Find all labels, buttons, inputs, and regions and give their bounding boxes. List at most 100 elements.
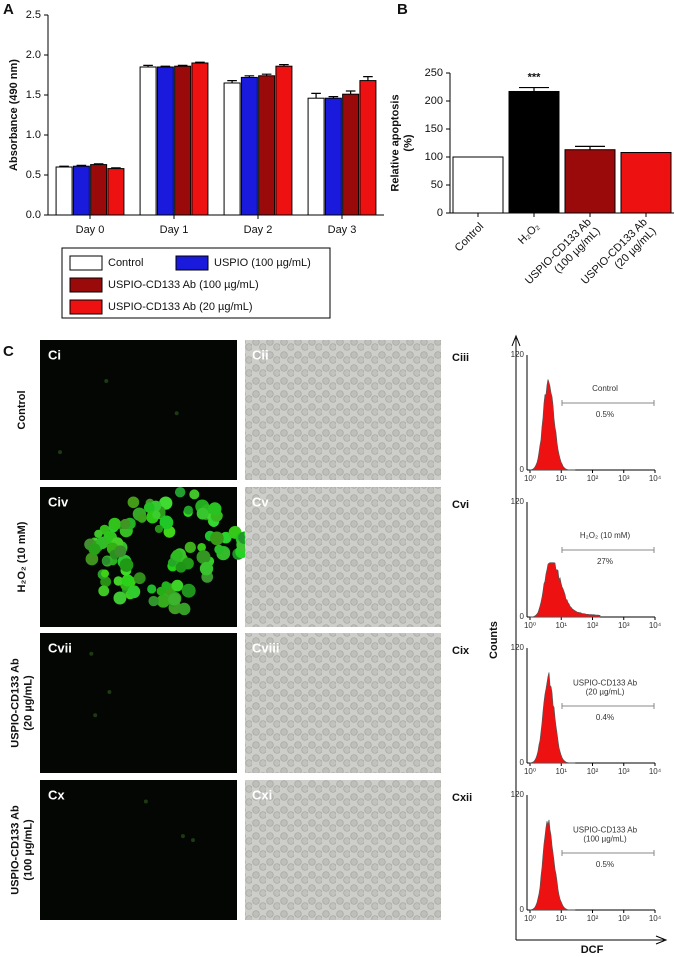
hist-x-tick-label: 10¹ (555, 621, 567, 630)
bar (508, 90, 560, 214)
cell (208, 502, 222, 516)
bar (107, 168, 125, 216)
legend-swatch (69, 277, 103, 293)
cell (108, 517, 121, 531)
cell (101, 569, 110, 578)
cell (171, 549, 183, 561)
y-tick-label: 50 (431, 179, 443, 191)
hist-y-tick-label: 120 (511, 497, 525, 506)
cell (180, 834, 185, 839)
cell (189, 489, 200, 500)
hist-x-tick-label: 10⁰ (524, 621, 536, 630)
image-label: Ci (48, 347, 61, 362)
y-tick-label: 1.0 (26, 129, 41, 141)
error-bar (59, 165, 69, 167)
row-label: H₂O₂ (10 mM) (16, 521, 28, 592)
cell (143, 502, 155, 513)
hist-x-tick-label: 10¹ (555, 914, 567, 923)
error-bar (244, 75, 255, 78)
hist-y-tick-label: 0 (520, 758, 525, 767)
hist-x-tick-label: 10⁴ (649, 767, 662, 776)
cell (119, 558, 134, 572)
error-bar (177, 64, 188, 67)
cell (184, 541, 196, 554)
image-label: Cvii (48, 640, 72, 655)
fluorescence-image (40, 633, 237, 773)
histogram-label: Cvi (452, 499, 469, 511)
cell (120, 518, 131, 530)
image-label: Cxi (252, 787, 272, 802)
y-axis-label: Relative apoptosis(%) (390, 94, 415, 191)
hist-y-tick-label: 0 (520, 905, 525, 914)
histogram-text: USPIO-CD133 Ab (20 µg/mL) (573, 679, 638, 697)
brightfield-haze (245, 780, 441, 920)
legend-label: USPIO-CD133 Ab (20 µg/mL) (108, 301, 253, 313)
bar (240, 76, 258, 216)
hist-x-tick-label: 10² (587, 474, 599, 483)
cell (154, 524, 164, 534)
cell (190, 838, 195, 843)
x-tick-label: Day 0 (76, 224, 105, 236)
image-label: Cv (252, 494, 269, 509)
cell (88, 543, 101, 556)
bar (359, 80, 377, 216)
cell (181, 583, 196, 598)
cell (93, 713, 98, 718)
hist-x-tick-label: 10³ (618, 767, 630, 776)
bar (55, 166, 73, 216)
x-axis-label: DCF (581, 944, 604, 956)
x-tick-label: Control (453, 221, 487, 255)
fluorescence-image (40, 780, 237, 920)
y-tick-label: 0 (437, 207, 443, 219)
bar (72, 165, 90, 216)
hist-x-tick-label: 10³ (618, 621, 630, 630)
error-bar (76, 164, 87, 167)
bar (324, 97, 342, 216)
hist-x-tick-label: 10⁴ (649, 474, 662, 483)
bar (620, 152, 672, 214)
cell (85, 552, 99, 566)
histogram-text: Control (592, 384, 618, 393)
fluorescence-image (40, 340, 237, 480)
legend-label: USPIO (100 µg/mL) (214, 257, 311, 269)
error-bar (311, 92, 321, 99)
hist-y-tick-label: 0 (520, 612, 525, 621)
x-tick-label: Day 2 (244, 224, 273, 236)
hist-x-tick-label: 10⁰ (524, 767, 536, 776)
bar (258, 75, 276, 216)
error-bar (519, 86, 549, 92)
cell (107, 690, 112, 695)
bar (307, 97, 325, 216)
legend-swatch (69, 299, 103, 315)
cell (113, 576, 124, 586)
error-bar (227, 80, 237, 83)
error-bar (111, 167, 121, 169)
cell (156, 586, 166, 596)
image-label: Cx (48, 787, 65, 802)
y-tick-label: 0.0 (26, 209, 41, 221)
histogram-text: H₂O₂ (10 mM) (580, 531, 631, 540)
cell (196, 507, 209, 520)
bar (90, 164, 108, 216)
panel-label: B (397, 1, 408, 18)
hist-x-tick-label: 10² (587, 767, 599, 776)
hist-x-tick-label: 10¹ (555, 767, 567, 776)
y-tick-label: 1.5 (26, 89, 41, 101)
cell (143, 799, 148, 804)
cell (114, 545, 127, 558)
hist-y-tick-label: 0 (520, 465, 525, 474)
histogram-label: Cxii (452, 792, 472, 804)
y-tick-label: 0.5 (26, 169, 41, 181)
histogram-percent: 0.4% (596, 713, 614, 722)
legend-label: USPIO-CD133 Ab (100 µg/mL) (108, 279, 259, 291)
hist-x-tick-label: 10⁰ (524, 474, 536, 483)
histogram-label: Ciii (452, 352, 469, 364)
y-tick-label: 100 (425, 151, 443, 163)
brightfield-haze (245, 487, 441, 627)
histogram-percent: 0.5% (596, 410, 614, 419)
legend-swatch (69, 255, 103, 271)
gate-line (561, 703, 655, 709)
row-label: Control (16, 390, 28, 429)
error-bar (575, 145, 605, 150)
cell (94, 529, 103, 539)
